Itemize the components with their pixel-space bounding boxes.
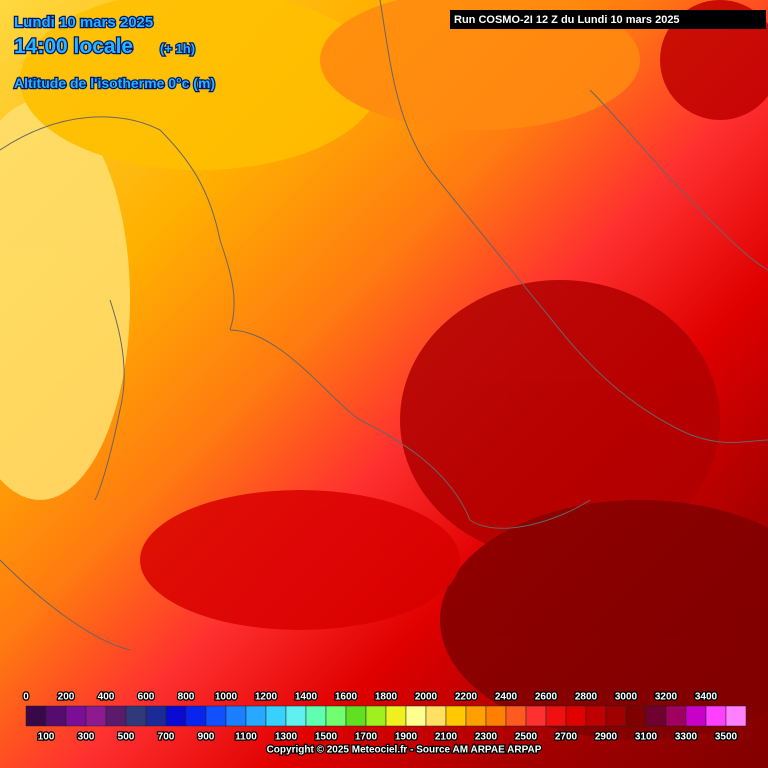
legend-swatch bbox=[285, 705, 307, 727]
local-time: 14:00 locale bbox=[14, 35, 133, 58]
legend-label: 200 bbox=[58, 692, 75, 703]
legend-swatch bbox=[725, 705, 747, 727]
legend-swatch bbox=[565, 705, 587, 727]
legend-swatch bbox=[705, 705, 727, 727]
legend-label: 2000 bbox=[415, 692, 438, 703]
legend-label: 1800 bbox=[375, 692, 398, 703]
legend-label: 2200 bbox=[455, 692, 478, 703]
legend-label: 2700 bbox=[555, 732, 578, 743]
legend-swatch bbox=[685, 705, 707, 727]
legend-label: 400 bbox=[98, 692, 115, 703]
legend-label: 800 bbox=[178, 692, 195, 703]
legend-label: 500 bbox=[118, 732, 135, 743]
legend-label: 100 bbox=[38, 732, 55, 743]
legend-label: 1100 bbox=[235, 732, 257, 743]
legend-swatch bbox=[345, 705, 367, 727]
coastlines bbox=[0, 0, 768, 651]
copyright: Copyright © 2025 Meteociel.fr - Source A… bbox=[267, 745, 542, 756]
legend-swatch bbox=[465, 705, 487, 727]
legend-swatch bbox=[305, 705, 327, 727]
date: Lundi 10 mars 2025 bbox=[14, 14, 153, 31]
legend-label: 3100 bbox=[635, 732, 658, 743]
legend-swatch bbox=[665, 705, 687, 727]
legend-label: 300 bbox=[78, 732, 95, 743]
legend-swatch bbox=[265, 705, 287, 727]
run-info: Run COSMO-2I 12 Z du Lundi 10 mars 2025 bbox=[454, 14, 680, 26]
field-name: Altitude de l'isotherme 0°c (m) bbox=[14, 75, 215, 91]
legend-swatch bbox=[245, 705, 267, 727]
legend-swatch bbox=[605, 705, 627, 727]
legend-label: 0 bbox=[23, 692, 29, 703]
legend-swatch bbox=[385, 705, 407, 727]
legend-label: 2600 bbox=[535, 692, 558, 703]
legend-label: 2900 bbox=[595, 732, 618, 743]
legend-label: 3300 bbox=[675, 732, 698, 743]
legend: 0 100 200 300 400 500 600 700 800 900 1000 1100 1200… bbox=[22, 690, 747, 744]
legend-label: 2800 bbox=[575, 692, 598, 703]
legend-label: 900 bbox=[198, 732, 215, 743]
legend-label: 1200 bbox=[255, 692, 278, 703]
legend-label: 3200 bbox=[655, 692, 678, 703]
run-box bbox=[450, 10, 766, 29]
legend-swatch bbox=[65, 705, 87, 727]
legend-label: 3400 bbox=[695, 692, 718, 703]
time-offset: (+ 1h) bbox=[160, 41, 195, 56]
legend-swatch bbox=[365, 705, 387, 727]
legend-swatch bbox=[125, 705, 147, 727]
legend-swatch bbox=[625, 705, 647, 727]
legend-label: 1000 bbox=[215, 692, 238, 703]
legend-swatch bbox=[525, 705, 547, 727]
legend-swatch bbox=[585, 705, 607, 727]
legend-label: 700 bbox=[158, 732, 175, 743]
legend-swatch bbox=[425, 705, 447, 727]
legend-swatch bbox=[105, 705, 127, 727]
legend-label: 2300 bbox=[475, 732, 498, 743]
legend-swatch bbox=[445, 705, 467, 727]
legend-label: 1500 bbox=[315, 732, 338, 743]
legend-swatch bbox=[205, 705, 227, 727]
legend-swatch bbox=[45, 705, 67, 727]
legend-label: 3500 bbox=[715, 732, 738, 743]
legend-swatch bbox=[165, 705, 187, 727]
legend-label: 1900 bbox=[395, 732, 418, 743]
legend-label: 2100 bbox=[435, 732, 458, 743]
legend-label: 1700 bbox=[355, 732, 378, 743]
legend-label: 1600 bbox=[335, 692, 358, 703]
legend-swatch bbox=[85, 705, 107, 727]
legend-swatch bbox=[505, 705, 527, 727]
legend-label: 3000 bbox=[615, 692, 638, 703]
legend-swatch bbox=[545, 705, 567, 727]
legend-swatch bbox=[225, 705, 247, 727]
legend-label: 2400 bbox=[495, 692, 518, 703]
legend-label: 2500 bbox=[515, 732, 538, 743]
legend-swatch bbox=[405, 705, 427, 727]
legend-label: 600 bbox=[138, 692, 155, 703]
legend-label: 1300 bbox=[275, 732, 298, 743]
legend-label: 1400 bbox=[295, 692, 318, 703]
legend-swatch bbox=[185, 705, 207, 727]
legend-swatch bbox=[645, 705, 667, 727]
legend-swatch bbox=[25, 705, 47, 727]
legend-swatch bbox=[485, 705, 507, 727]
legend-swatch bbox=[145, 705, 167, 727]
legend-swatch bbox=[325, 705, 347, 727]
field-patches bbox=[0, 0, 768, 740]
